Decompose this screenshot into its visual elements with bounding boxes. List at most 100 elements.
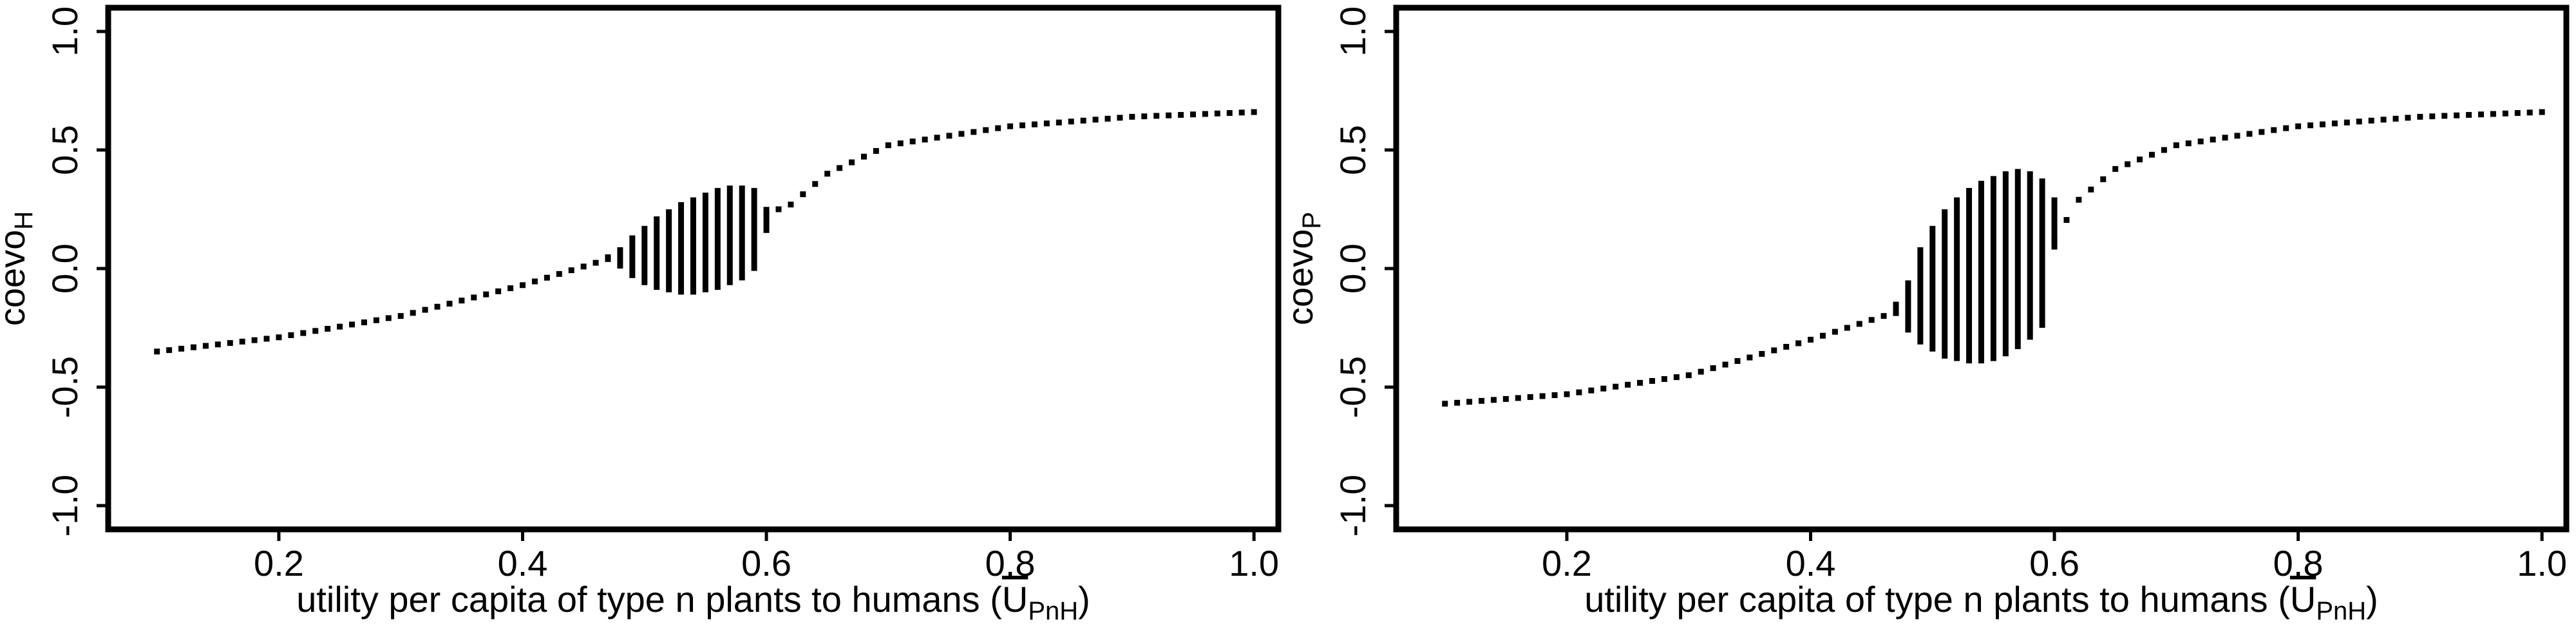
data-point xyxy=(1478,397,1484,404)
data-point xyxy=(2185,140,2192,147)
data-point xyxy=(410,310,416,316)
data-point xyxy=(312,328,319,334)
data-point xyxy=(1019,122,1026,129)
data-point xyxy=(263,336,270,342)
x-axis-title: utility per capita of type n plants to h… xyxy=(296,579,1090,625)
data-point xyxy=(788,202,794,208)
y-tick-label: 0.0 xyxy=(44,243,85,294)
data-point xyxy=(178,345,185,352)
data-point xyxy=(958,131,965,137)
data-point xyxy=(1056,119,1062,126)
data-point xyxy=(2356,118,2362,125)
x-axis-title-subscript: PnH xyxy=(1028,597,1078,625)
data-point xyxy=(1710,365,1716,372)
data-point xyxy=(1844,325,1850,331)
data-point xyxy=(1117,115,1123,121)
data-point xyxy=(1625,381,1631,388)
data-point xyxy=(1153,113,1160,119)
data-point xyxy=(2429,113,2436,120)
data-point xyxy=(373,317,379,323)
data-point xyxy=(1539,393,1546,399)
data-point xyxy=(1880,313,1887,319)
y-tick-label: 1.0 xyxy=(44,6,85,57)
data-point xyxy=(1722,361,1728,368)
data-point xyxy=(1819,332,1826,339)
data-point xyxy=(471,294,477,301)
x-axis-title-symbol: U xyxy=(2290,579,2316,620)
data-point xyxy=(1661,376,1667,383)
data-point xyxy=(1527,394,1533,401)
data-point xyxy=(2271,127,2277,133)
y-tick-label: 1.0 xyxy=(1332,6,1373,57)
y-tick-label: -0.5 xyxy=(44,356,85,419)
data-point xyxy=(459,298,465,304)
data-point xyxy=(1868,317,1875,323)
x-axis-title-main: utility per capita of type n plants to h… xyxy=(296,579,1002,620)
data-point xyxy=(1832,328,1838,335)
y-tick-label: 0.0 xyxy=(1332,243,1373,294)
data-point xyxy=(1613,383,1619,390)
data-point xyxy=(2259,129,2265,135)
x-axis-title: utility per capita of type n plants to h… xyxy=(1584,579,2378,625)
data-point xyxy=(385,315,392,321)
data-point xyxy=(800,191,806,198)
y-axis-title: coevoP xyxy=(1280,212,1326,325)
data-point xyxy=(2344,119,2350,126)
x-tick-label: 0.2 xyxy=(1542,543,1592,583)
data-point xyxy=(824,171,831,177)
data-point xyxy=(300,330,307,336)
data-point xyxy=(1734,358,1741,365)
data-point xyxy=(2234,133,2240,139)
data-point xyxy=(227,340,233,346)
data-point xyxy=(2478,111,2485,118)
y-axis-title-subscript: P xyxy=(1298,212,1326,229)
data-point xyxy=(190,344,196,350)
data-point xyxy=(495,288,502,294)
data-point xyxy=(397,313,404,319)
x-tick-label: 0.2 xyxy=(254,543,304,583)
data-point xyxy=(1588,387,1595,393)
data-point xyxy=(2417,113,2423,120)
data-point xyxy=(2502,110,2508,117)
data-point xyxy=(2112,166,2119,172)
data-point xyxy=(849,159,855,166)
data-point xyxy=(1783,344,1790,350)
data-point xyxy=(2331,120,2338,127)
y-tick-label: -1.0 xyxy=(1332,475,1373,537)
x-axis-title-symbol: U xyxy=(1002,579,1028,620)
data-point xyxy=(2368,117,2374,124)
data-point xyxy=(2076,196,2082,203)
data-point xyxy=(202,343,209,349)
data-point xyxy=(1214,110,1220,117)
data-point xyxy=(154,348,160,355)
data-point xyxy=(1454,399,1461,406)
data-point xyxy=(1129,113,1135,120)
data-point xyxy=(922,137,928,143)
data-point xyxy=(1190,111,1197,118)
data-point xyxy=(1698,368,1704,375)
data-point xyxy=(971,129,977,135)
data-point xyxy=(2210,137,2216,143)
data-point xyxy=(1442,401,1448,407)
y-axis-title-subscript: H xyxy=(10,211,38,230)
data-point xyxy=(1202,111,1208,117)
data-point xyxy=(1747,354,1753,361)
data-point xyxy=(1759,351,1765,357)
data-point xyxy=(288,332,294,338)
data-point xyxy=(507,285,514,292)
data-point xyxy=(1226,109,1233,116)
data-point xyxy=(1092,117,1099,123)
data-point xyxy=(2283,125,2289,131)
data-point xyxy=(1068,118,1074,125)
data-point xyxy=(2380,117,2387,123)
x-tick-label: 0.8 xyxy=(985,543,1036,583)
data-point xyxy=(2307,122,2314,129)
data-point xyxy=(544,274,550,281)
data-point xyxy=(2539,109,2545,115)
data-point xyxy=(1502,396,1509,402)
data-point xyxy=(580,263,587,270)
data-point xyxy=(483,291,489,298)
data-point xyxy=(1564,391,1570,397)
data-point xyxy=(166,347,173,354)
